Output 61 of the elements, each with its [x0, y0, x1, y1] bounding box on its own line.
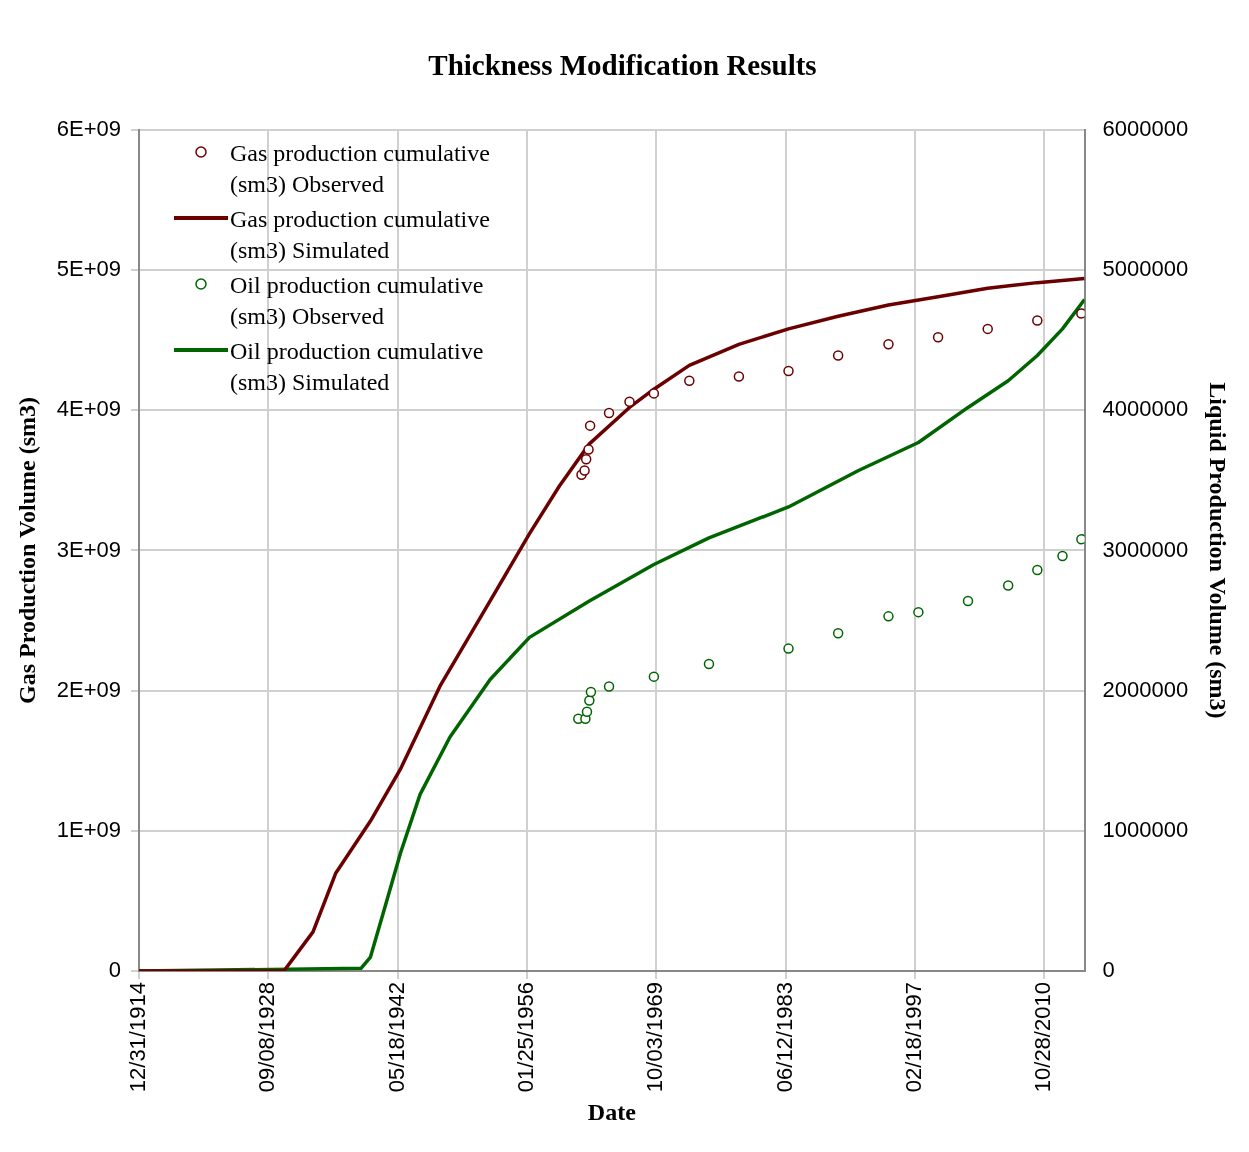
y2-tick-label: 1000000: [1102, 816, 1189, 842]
y2-tick-label: 3000000: [1102, 536, 1189, 562]
x-tick-label: 12/31/1914: [125, 982, 151, 1093]
point: [703, 658, 715, 670]
point: [932, 332, 944, 343]
x-axis-title: Date: [587, 1098, 637, 1125]
point: [648, 388, 660, 399]
point: [1076, 533, 1085, 545]
x-tick-label: 09/08/1928: [254, 982, 280, 1093]
point: [783, 365, 794, 377]
x-tick-label: 05/18/1942: [383, 982, 409, 1093]
y-tick-label: 5E+09: [56, 256, 122, 282]
y2-tick-label: 6000000: [1102, 115, 1189, 141]
y-tick-label: 6E+09: [56, 115, 122, 141]
point: [1076, 308, 1085, 319]
point: [585, 686, 597, 698]
point: [832, 627, 844, 639]
point: [584, 695, 595, 706]
point: [1002, 580, 1014, 591]
point: [1032, 564, 1043, 576]
point: [581, 706, 593, 717]
legend-label: Oil production cumulative (sm3) Observed: [230, 271, 485, 331]
x-tick-label: 02/18/1997: [901, 982, 927, 1093]
y-axis-title: Gas Production Volume (sm3): [13, 396, 40, 704]
y-tick-label: 1E+09: [56, 816, 122, 842]
point: [583, 444, 594, 455]
point: [883, 611, 894, 622]
point: [1057, 550, 1068, 562]
point: [584, 420, 596, 431]
y2-tick-label: 0: [1102, 957, 1115, 983]
legend-label: Gas production cumulative (sm3) Observed: [230, 139, 491, 199]
legend-label: Oil production cumulative (sm3) Simulated: [230, 337, 485, 397]
point: [832, 350, 844, 361]
chart-title: Thickness Modification Results: [428, 48, 817, 81]
y2-tick-label: 2000000: [1102, 676, 1189, 702]
x-tick-label: 01/25/1956: [513, 982, 539, 1093]
y-tick-label: 3E+09: [56, 536, 122, 562]
point: [684, 375, 695, 387]
y2-tick-label: 5000000: [1102, 256, 1189, 282]
point: [624, 396, 635, 408]
point: [913, 606, 924, 618]
point: [603, 407, 615, 419]
point: [962, 595, 974, 607]
point: [883, 339, 894, 350]
y-tick-label: 4E+09: [56, 396, 122, 422]
point: [783, 643, 794, 654]
x-tick-label: 10/03/1969: [642, 982, 668, 1093]
y2-tick-label: 4000000: [1102, 396, 1189, 422]
point: [579, 465, 590, 476]
point: [603, 681, 615, 692]
point: [648, 671, 660, 682]
point: [733, 371, 745, 382]
x-tick-label: 06/12/1983: [771, 982, 797, 1093]
y-tick-label: 0: [108, 957, 122, 983]
point: [1032, 315, 1043, 326]
y2-axis-title: Liquid Production Volume (sm3): [1205, 382, 1232, 719]
x-tick-label: 10/28/2010: [1030, 982, 1056, 1093]
y-tick-label: 2E+09: [56, 676, 122, 702]
legend-label: Gas production cumulative (sm3) Simulated: [230, 205, 491, 265]
point: [982, 323, 993, 335]
point: [580, 454, 592, 465]
